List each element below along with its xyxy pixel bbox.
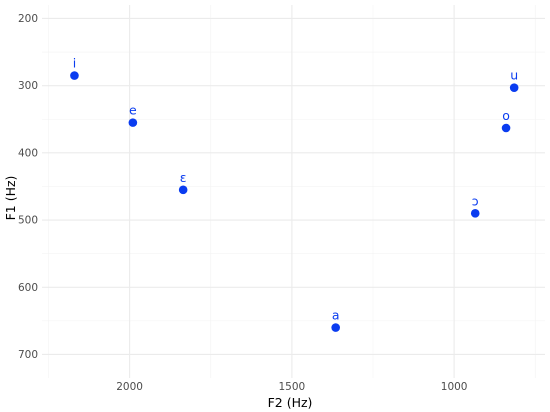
- data-point: [70, 71, 79, 80]
- data-point: [331, 323, 340, 332]
- x-tick-label: 1000: [441, 381, 468, 393]
- y-tick-label: 300: [18, 80, 38, 92]
- x-tick-label: 2000: [116, 381, 143, 393]
- point-label: ɔ: [472, 193, 479, 208]
- y-axis-title: F1 (Hz): [3, 176, 18, 221]
- data-points: i e ɛ a ɔ o u: [70, 56, 519, 332]
- y-tick-label: 200: [18, 13, 38, 25]
- x-tick-label: 1500: [279, 381, 306, 393]
- point-label: i: [73, 56, 76, 71]
- x-axis-title: F2 (Hz): [268, 395, 313, 410]
- y-tick-label: 600: [18, 282, 38, 294]
- point-label: o: [502, 108, 510, 123]
- point-label: ɛ: [180, 170, 187, 185]
- y-tick-label: 700: [18, 349, 38, 361]
- point-label: e: [129, 103, 137, 118]
- y-tick-label: 500: [18, 215, 38, 227]
- data-point: [509, 83, 519, 92]
- y-tick-label: 400: [18, 147, 38, 159]
- data-point: [178, 185, 188, 195]
- data-point: [470, 209, 480, 218]
- point-label: u: [510, 68, 518, 83]
- data-point: [501, 123, 511, 133]
- grid: [42, 5, 545, 378]
- x-tick-labels: 2000 1500 1000: [116, 381, 467, 393]
- data-point: [128, 118, 138, 127]
- y-tick-labels: 200 300 400 500 600 700: [18, 13, 38, 361]
- point-label: a: [332, 308, 340, 323]
